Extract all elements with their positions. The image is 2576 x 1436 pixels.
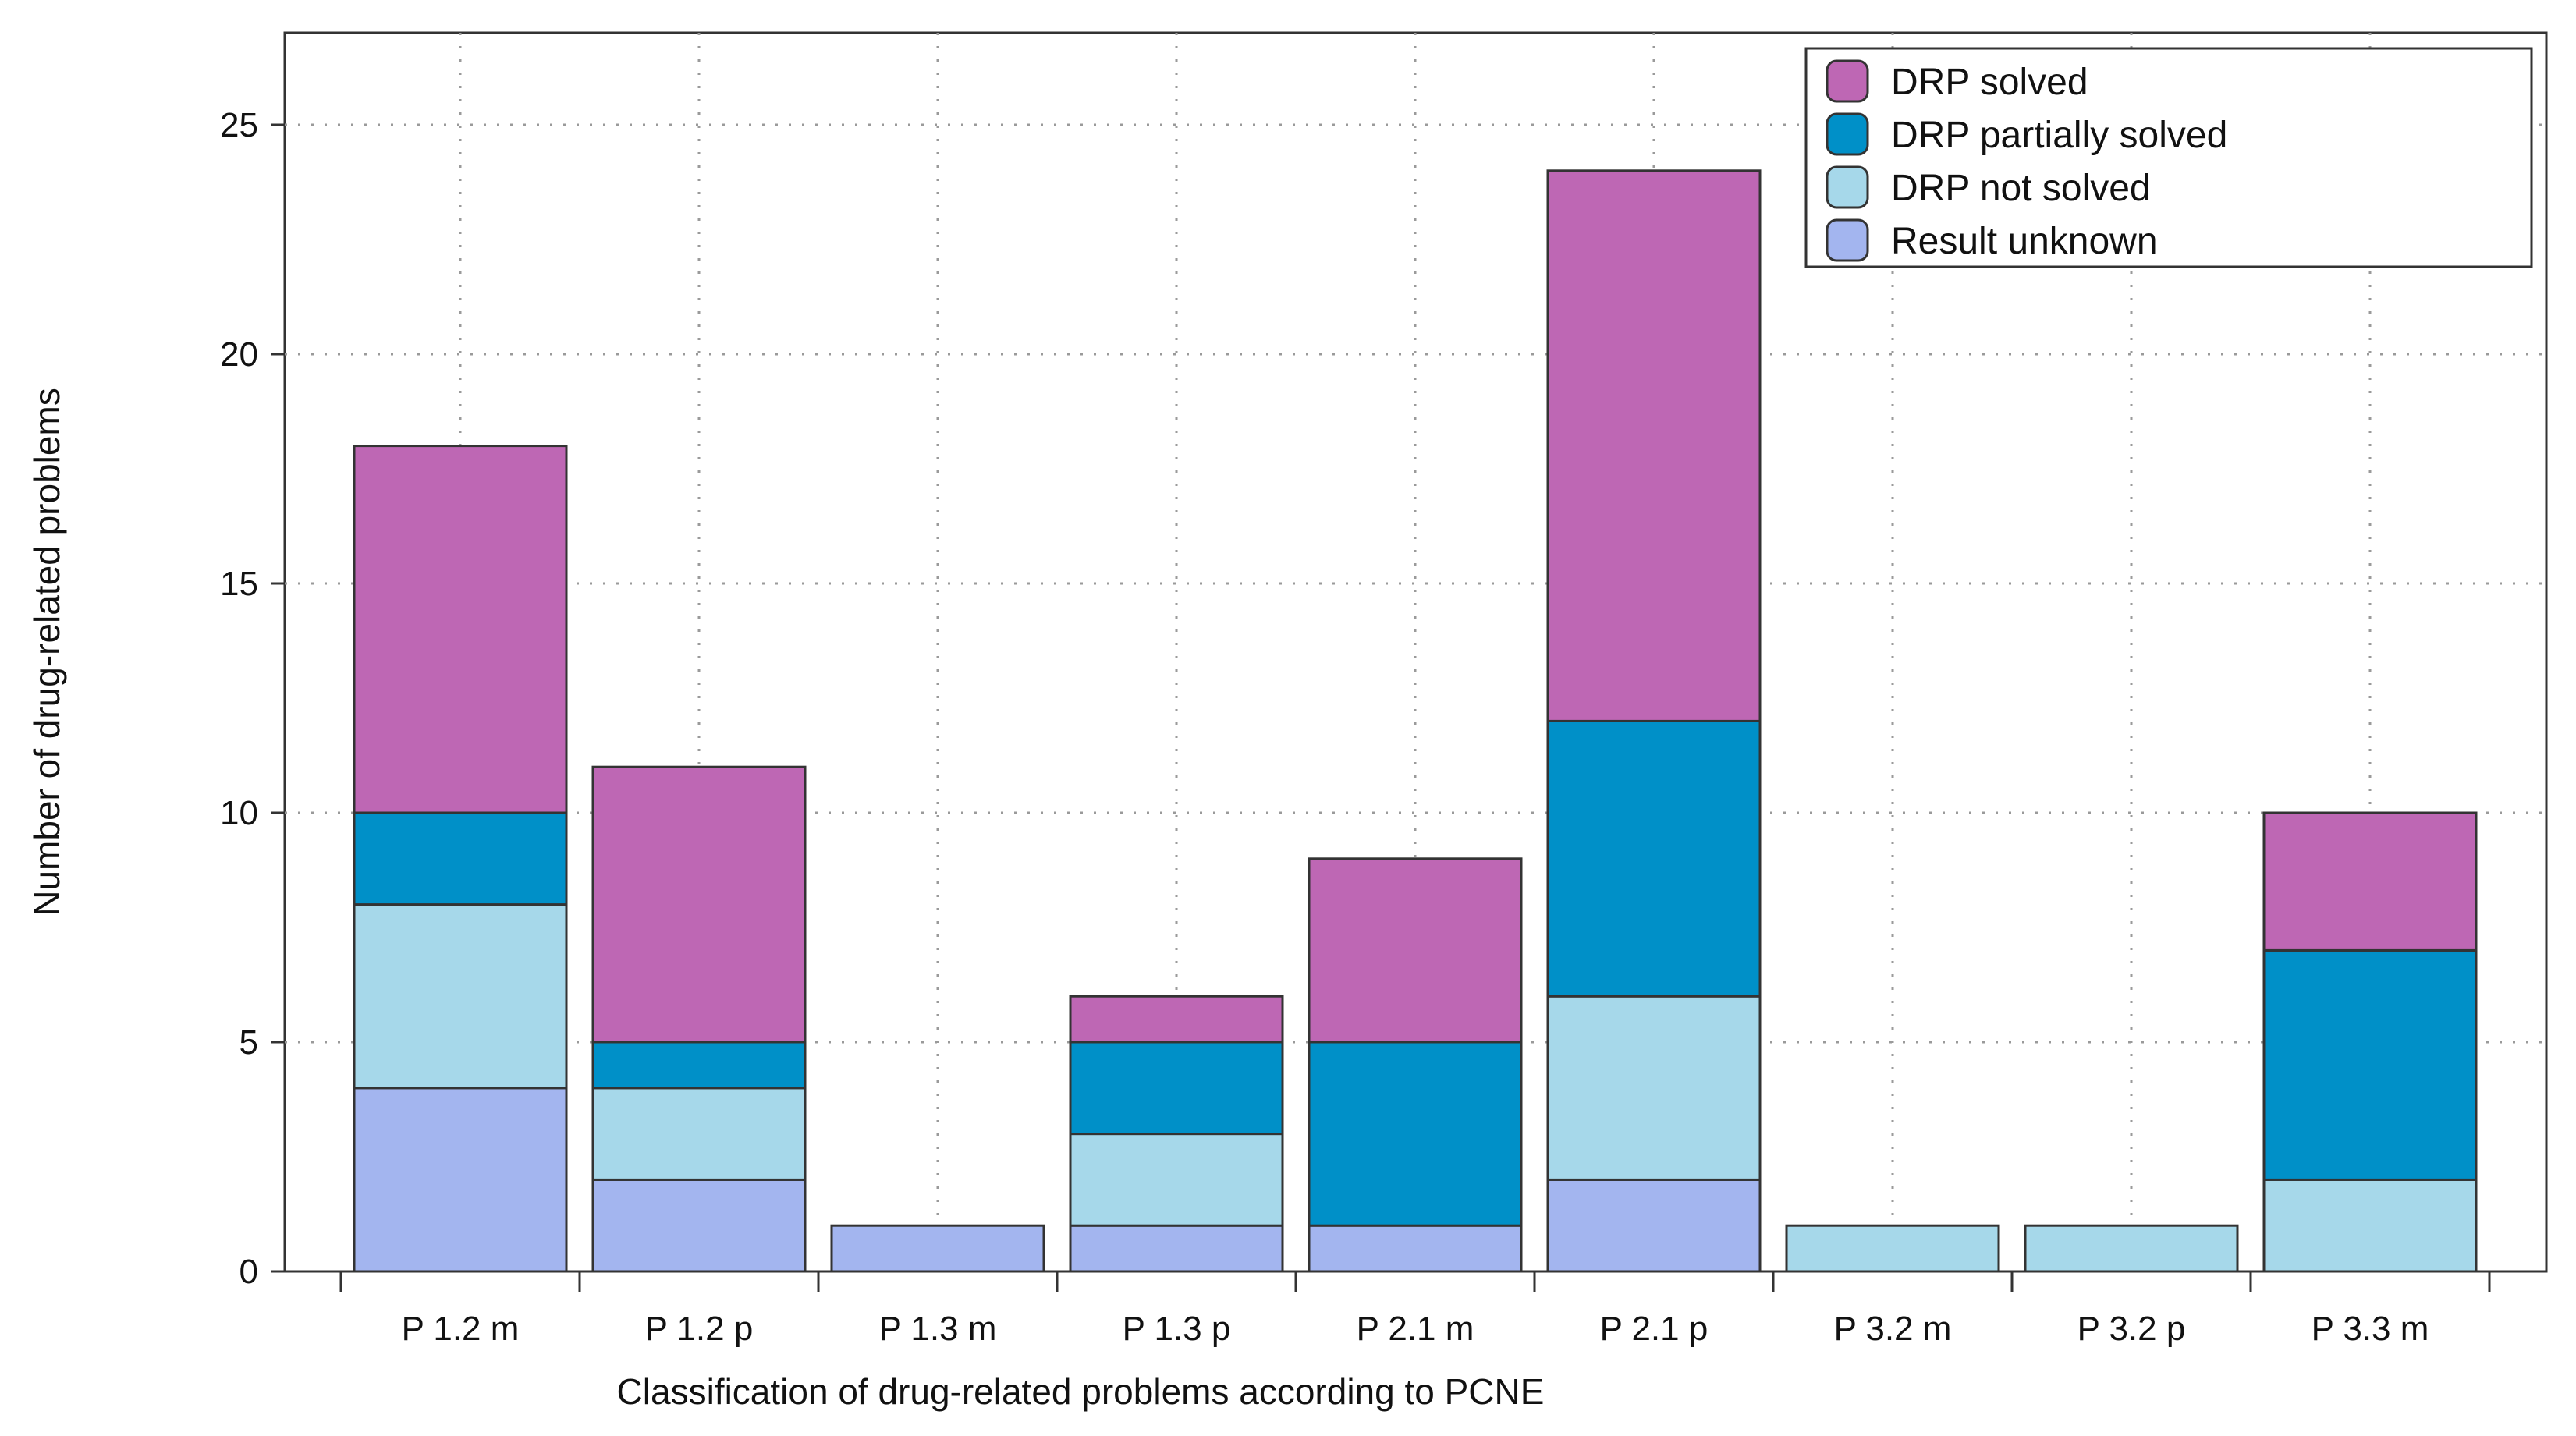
x-tick-label: P 1.3 m: [879, 1310, 997, 1348]
bar-segment: [1308, 1041, 1523, 1227]
y-axis-title: Number of drug-related problems: [27, 388, 67, 917]
y-tick-label: 10: [220, 794, 258, 832]
legend-swatch: [1826, 218, 1869, 262]
bar-segment: [1069, 1041, 1284, 1136]
bar-segment: [353, 1087, 568, 1273]
bar-segment: [353, 445, 568, 814]
bar-segment: [830, 1224, 1045, 1273]
y-tick-label: 25: [220, 106, 258, 144]
legend-swatch: [1826, 112, 1869, 156]
bar-segment: [1546, 1178, 1762, 1273]
bar-segment: [1308, 1224, 1523, 1273]
bar-segment: [591, 1041, 807, 1090]
legend: DRP solved DRP partially solved DRP not so…: [1804, 47, 2533, 268]
x-tick-label: P 3.2 m: [1834, 1310, 1952, 1348]
legend-label: DRP partially solved: [1891, 115, 2227, 156]
bar-segment: [1546, 995, 1762, 1181]
legend-swatch: [1826, 165, 1869, 209]
y-tick-label: 20: [220, 335, 258, 374]
x-tick-label: P 1.2 m: [402, 1310, 520, 1348]
bar-segment: [591, 1087, 807, 1181]
bar-segment: [1308, 857, 1523, 1044]
bar-segment: [2262, 948, 2478, 1181]
bar-segment: [1069, 1224, 1284, 1273]
x-tick-label: P 2.1 p: [1600, 1310, 1708, 1348]
bar-segment: [591, 765, 807, 1044]
x-tick-label: P 1.2 p: [645, 1310, 754, 1348]
bar-segment: [1785, 1224, 2000, 1273]
x-tick-label: P 3.2 p: [2077, 1310, 2186, 1348]
bar-segment: [1546, 719, 1762, 998]
bars: [353, 169, 2478, 1273]
y-tick-label: 0: [240, 1253, 258, 1291]
bar-segment: [353, 903, 568, 1090]
bar-segment: [353, 811, 568, 906]
legend-swatch: [1826, 59, 1869, 103]
y-tick-label: 15: [220, 565, 258, 603]
bar-segment: [1069, 1133, 1284, 1227]
x-tick-label: P 3.3 m: [2312, 1310, 2429, 1348]
x-tick-label: P 2.1 m: [1357, 1310, 1474, 1348]
legend-box: [1804, 47, 2533, 268]
bar-segment: [1546, 169, 1762, 722]
bar-segment: [1069, 995, 1284, 1044]
legend-label: DRP solved: [1891, 62, 2088, 103]
bar-segment: [2262, 811, 2478, 952]
bar-segment: [2262, 1178, 2478, 1273]
x-axis-title: Classification of drug-related problems …: [617, 1371, 1545, 1412]
legend-label: DRP not solved: [1891, 168, 2151, 209]
bar-segment: [591, 1178, 807, 1273]
bar-segment: [2024, 1224, 2239, 1273]
x-tick-label: P 1.3 p: [1123, 1310, 1231, 1348]
axes: 0 5 10 15 20 25 P 1.2 m P 1.2 p P 1.3 m P 1.3 p P …: [220, 106, 2546, 1348]
y-tick-label: 5: [240, 1023, 258, 1062]
legend-label: Result unknown: [1891, 221, 2158, 262]
